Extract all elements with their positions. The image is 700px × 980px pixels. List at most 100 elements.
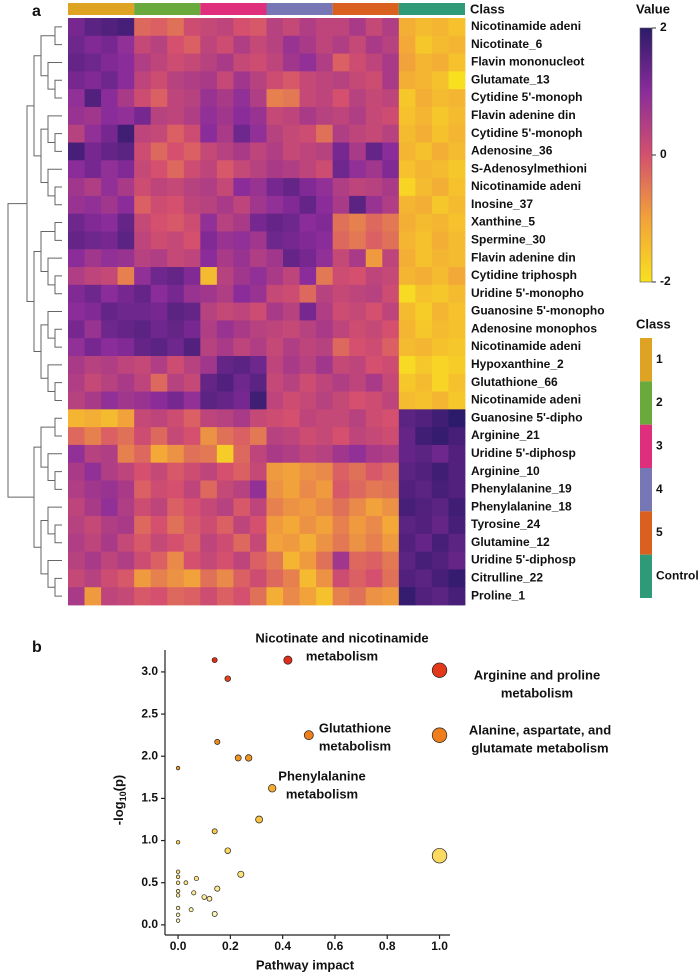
- heatmap-cell: [84, 178, 102, 197]
- heatmap-cell: [233, 231, 251, 250]
- heatmap-cell: [332, 587, 350, 606]
- heatmap-cell: [134, 53, 152, 72]
- pathway-point: [183, 880, 189, 886]
- pathway-point: [431, 848, 448, 864]
- heatmap-cell: [349, 160, 367, 179]
- heatmap-cell: [316, 391, 334, 410]
- row-label: Nicotinamide adeni: [471, 393, 581, 407]
- heatmap-cell: [183, 533, 201, 553]
- heatmap-cell: [167, 551, 185, 570]
- heatmap-cell: [332, 533, 350, 553]
- annotation: metabolism: [501, 685, 573, 700]
- row-label: Nicotinamide adeni: [471, 339, 581, 353]
- row-label: Uridine 5'-diphosp: [471, 446, 576, 460]
- heatmap-cell: [431, 284, 449, 304]
- heatmap-cell: [431, 462, 449, 481]
- heatmap-cell: [398, 533, 416, 553]
- heatmap-cell: [249, 480, 267, 499]
- heatmap-cell: [299, 427, 317, 446]
- heatmap-cell: [101, 124, 119, 143]
- heatmap-cell: [431, 409, 449, 428]
- heatmap-cell: [382, 35, 400, 54]
- heatmap-cell: [266, 195, 284, 215]
- heatmap-cell: [448, 391, 466, 410]
- legend-title: Value: [636, 1, 670, 16]
- heatmap-cell: [68, 409, 85, 428]
- heatmap-cell: [117, 249, 135, 268]
- heatmap-cell: [216, 35, 234, 54]
- heatmap-cell: [134, 551, 152, 570]
- heatmap-cell: [415, 320, 433, 339]
- heatmap-cell: [316, 338, 334, 357]
- dendrogram-branch: [54, 222, 62, 241]
- heatmap-cell: [84, 551, 102, 570]
- heatmap-cell: [299, 267, 317, 286]
- heatmap-cell: [283, 249, 300, 268]
- color-bar-label: 0: [660, 147, 667, 161]
- heatmap-cell: [117, 516, 135, 535]
- heatmap-cell: [349, 18, 367, 37]
- heatmap-cell: [365, 302, 383, 321]
- heatmap-cell: [200, 35, 218, 54]
- heatmap-cell: [266, 302, 284, 321]
- heatmap-cell: [365, 373, 383, 392]
- heatmap-cell: [448, 551, 466, 570]
- heatmap-cell: [349, 195, 367, 215]
- heatmap-cell: [233, 587, 251, 606]
- heatmap-cell: [382, 142, 400, 161]
- heatmap-cell: [249, 284, 267, 304]
- row-label: Cytidine triphosph: [471, 268, 577, 282]
- heatmap-cell: [249, 587, 267, 606]
- heatmap-cell: [183, 498, 201, 517]
- heatmap-cell: [233, 480, 251, 499]
- heatmap-cell: [150, 71, 168, 90]
- heatmap-cell: [349, 124, 367, 143]
- heatmap-cell: [332, 106, 350, 126]
- heatmap-cell: [233, 106, 251, 126]
- heatmap-cell: [68, 71, 85, 90]
- heatmap-cell: [316, 533, 334, 553]
- heatmap-cell: [117, 569, 135, 588]
- heatmap-cell: [332, 427, 350, 446]
- y-label-part: -log: [111, 801, 126, 825]
- heatmap-cell: [266, 533, 284, 553]
- heatmap-cell: [167, 249, 185, 268]
- heatmap-cell: [101, 320, 119, 339]
- heatmap-cell: [415, 267, 433, 286]
- row-label: Inosine_37: [471, 197, 533, 211]
- heatmap-cell: [365, 267, 383, 286]
- heatmap-cell: [415, 249, 433, 268]
- heatmap-cell: [332, 142, 350, 161]
- row-label: Arginine_10: [471, 464, 540, 478]
- heatmap-cell: [266, 160, 284, 179]
- heatmap-cell: [200, 569, 218, 588]
- heatmap-cell: [431, 569, 449, 588]
- heatmap-cell: [448, 355, 466, 375]
- heatmap-cell: [415, 302, 433, 321]
- heatmap-cell: [415, 569, 433, 588]
- heatmap-cell: [216, 587, 234, 606]
- heatmap-cell: [398, 302, 416, 321]
- heatmap-cell: [84, 231, 102, 250]
- heatmap-cell: [167, 373, 185, 392]
- heatmap-cell: [183, 516, 201, 535]
- heatmap-cell: [299, 498, 317, 517]
- heatmap-cell: [349, 409, 367, 428]
- dendrogram-branch: [54, 524, 62, 544]
- heatmap-cell: [349, 480, 367, 499]
- class-bar: [200, 3, 267, 15]
- heatmap-cell: [84, 516, 102, 535]
- heatmap-cell: [134, 160, 152, 179]
- heatmap-cell: [101, 284, 119, 304]
- heatmap-cell: [415, 284, 433, 304]
- heatmap-cell: [101, 409, 119, 428]
- heatmap-cell: [150, 124, 168, 143]
- heatmap-cell: [398, 320, 416, 339]
- heatmap-cell: [266, 569, 284, 588]
- row-label: Uridine 5'-diphosp: [471, 553, 576, 567]
- dendrogram-branch: [26, 105, 34, 302]
- dendrogram-branch: [54, 382, 62, 401]
- heatmap-cell: [200, 391, 218, 410]
- annotation: Nicotinate and nicotinamide: [255, 630, 428, 645]
- heatmap-cell: [448, 213, 466, 232]
